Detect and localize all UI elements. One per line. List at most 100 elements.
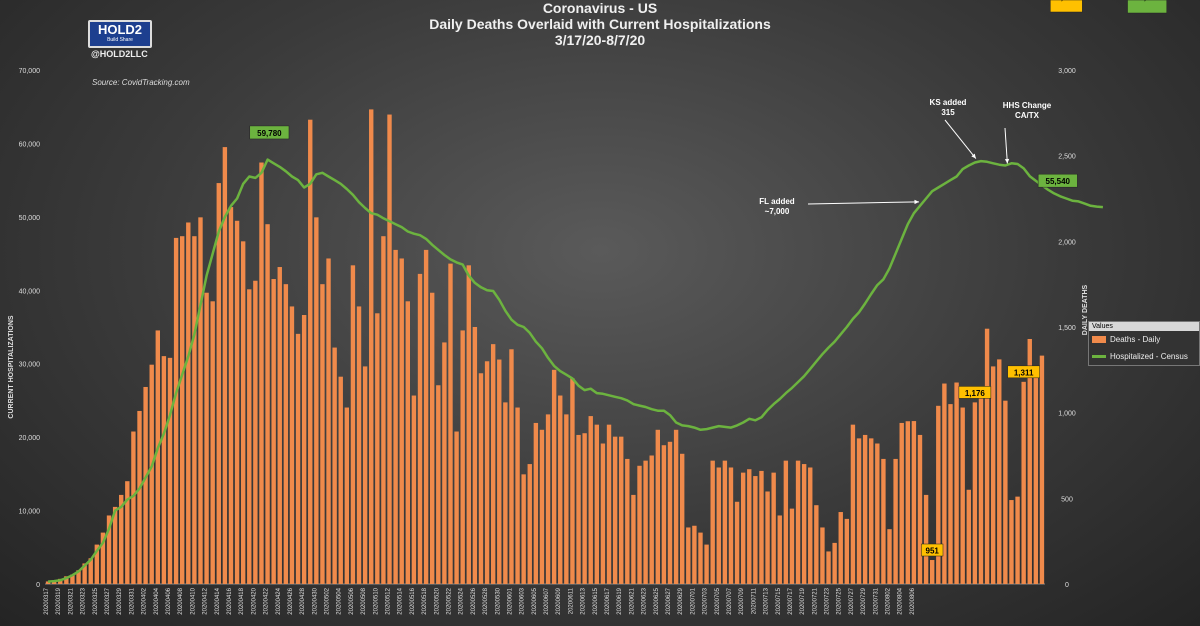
death-bar (393, 249, 398, 584)
x-tick-label: 20200619 (617, 587, 623, 614)
x-tick-label: 20200524 (459, 587, 465, 614)
legend-swatch-deaths (1092, 336, 1106, 343)
y-left-tick-label: 40,000 (19, 288, 41, 295)
death-bar (381, 236, 386, 584)
death-bar (454, 431, 459, 584)
death-bar (625, 458, 630, 584)
death-bar (899, 422, 904, 584)
x-tick-label: 20200713 (764, 587, 770, 614)
death-bar (698, 532, 703, 584)
death-bar (966, 489, 971, 584)
x-tick-label: 20200729 (861, 587, 867, 614)
y-left-tick-label: 0 (36, 582, 40, 589)
x-tick-label: 20200325 (93, 587, 99, 614)
x-tick-label: 20200414 (215, 587, 221, 614)
death-bar (771, 472, 776, 584)
death-bar (423, 249, 429, 584)
death-callout-label: 1,311 (1014, 368, 1034, 377)
x-tick-label: 20200804 (898, 587, 904, 614)
x-tick-label: 20200611 (568, 587, 574, 614)
death-bar (606, 424, 612, 584)
twitter-handle: @HOLD2LLC (91, 49, 148, 59)
annotation-text: FL added (759, 197, 795, 206)
y-left-tick-label: 70,000 (19, 68, 41, 75)
y-left-tick-label: 10,000 (19, 509, 41, 516)
death-bar (88, 558, 93, 584)
x-tick-label: 20200331 (129, 587, 135, 614)
death-bar (564, 414, 569, 584)
x-tick-label: 20200709 (739, 587, 745, 614)
death-bar (667, 441, 673, 584)
y-left-axis-title: CURRENT HOSPITALIZATIONS (8, 315, 15, 419)
death-bar (259, 162, 264, 584)
death-bar (948, 404, 953, 584)
death-bar (240, 241, 246, 585)
death-bar (1039, 355, 1045, 584)
death-bar (192, 236, 197, 584)
legend-label-hosp: Hospitalized - Census (1110, 352, 1188, 361)
death-bar (820, 527, 825, 584)
legend-label-deaths: Deaths - Daily (1110, 335, 1161, 344)
death-bar (570, 378, 575, 584)
death-bar (881, 458, 886, 584)
death-bar (582, 433, 587, 584)
y-left-tick-label: 20,000 (19, 435, 41, 442)
annotation-arrow (944, 119, 977, 159)
x-tick-label: 20200721 (812, 587, 818, 614)
x-tick-label: 20200502 (325, 587, 331, 614)
death-bar (527, 464, 532, 584)
x-tick-label: 20200430 (312, 587, 318, 614)
death-bar (893, 458, 898, 584)
death-bar (850, 424, 856, 584)
x-tick-label: 20200707 (727, 587, 733, 614)
death-bar (515, 407, 520, 584)
death-bar (64, 576, 69, 584)
x-tick-label: 20200530 (495, 587, 501, 614)
death-bar (186, 222, 191, 584)
death-bar (643, 460, 648, 584)
death-bar (753, 476, 758, 584)
death-callout-box (958, 386, 992, 399)
x-tick-label: 20200504 (337, 587, 343, 614)
death-bar (680, 453, 685, 584)
x-tick-label: 20200603 (520, 587, 526, 614)
death-bar (210, 301, 215, 584)
x-tick-label: 20200412 (203, 587, 209, 614)
x-tick-label: 20200329 (117, 587, 123, 614)
death-bar (990, 366, 996, 584)
chart-title: Coronavirus - US Daily Deaths Overlaid w… (0, 0, 1200, 48)
x-tick-label: 20200522 (446, 587, 452, 614)
death-bar (509, 349, 514, 584)
x-tick-label: 20200321 (68, 587, 74, 614)
x-tick-label: 20200701 (690, 587, 696, 614)
death-bar (728, 467, 734, 584)
death-bar (576, 434, 581, 584)
x-tick-label: 20200422 (264, 587, 270, 614)
logo-text: HOLD2 (97, 22, 143, 37)
death-bar (143, 386, 148, 584)
death-bar (612, 436, 618, 584)
legend-item-hosp: Hospitalized - Census (1089, 348, 1199, 365)
y-left-tick-label: 50,000 (19, 215, 41, 222)
x-tick-label: 20200319 (56, 587, 62, 614)
annotation-arrow (1004, 127, 1008, 164)
x-tick-label: 20200506 (349, 587, 355, 614)
death-bar (716, 467, 721, 584)
legend: Values Deaths - Daily Hospitalized - Cen… (1088, 321, 1200, 366)
x-tick-label: 20200416 (227, 587, 233, 614)
death-bar (814, 505, 819, 584)
x-tick-label: 20200518 (422, 587, 428, 614)
x-tick-label: 20200725 (837, 587, 843, 614)
x-tick-label: 20200627 (666, 587, 672, 614)
death-callout-box (1007, 365, 1040, 379)
y-right-tick-label: 1,000 (1058, 411, 1076, 418)
x-tick-label: 20200428 (300, 587, 306, 614)
x-tick-label: 20200607 (544, 587, 550, 614)
hosp-callout-label: 51,325 (1135, 0, 1160, 2)
death-bar (137, 410, 142, 584)
death-bar (100, 532, 106, 584)
death-bar (125, 481, 130, 584)
y-right-tick-label: 2,000 (1058, 239, 1076, 246)
death-bar (106, 515, 112, 584)
death-bar (228, 207, 234, 585)
